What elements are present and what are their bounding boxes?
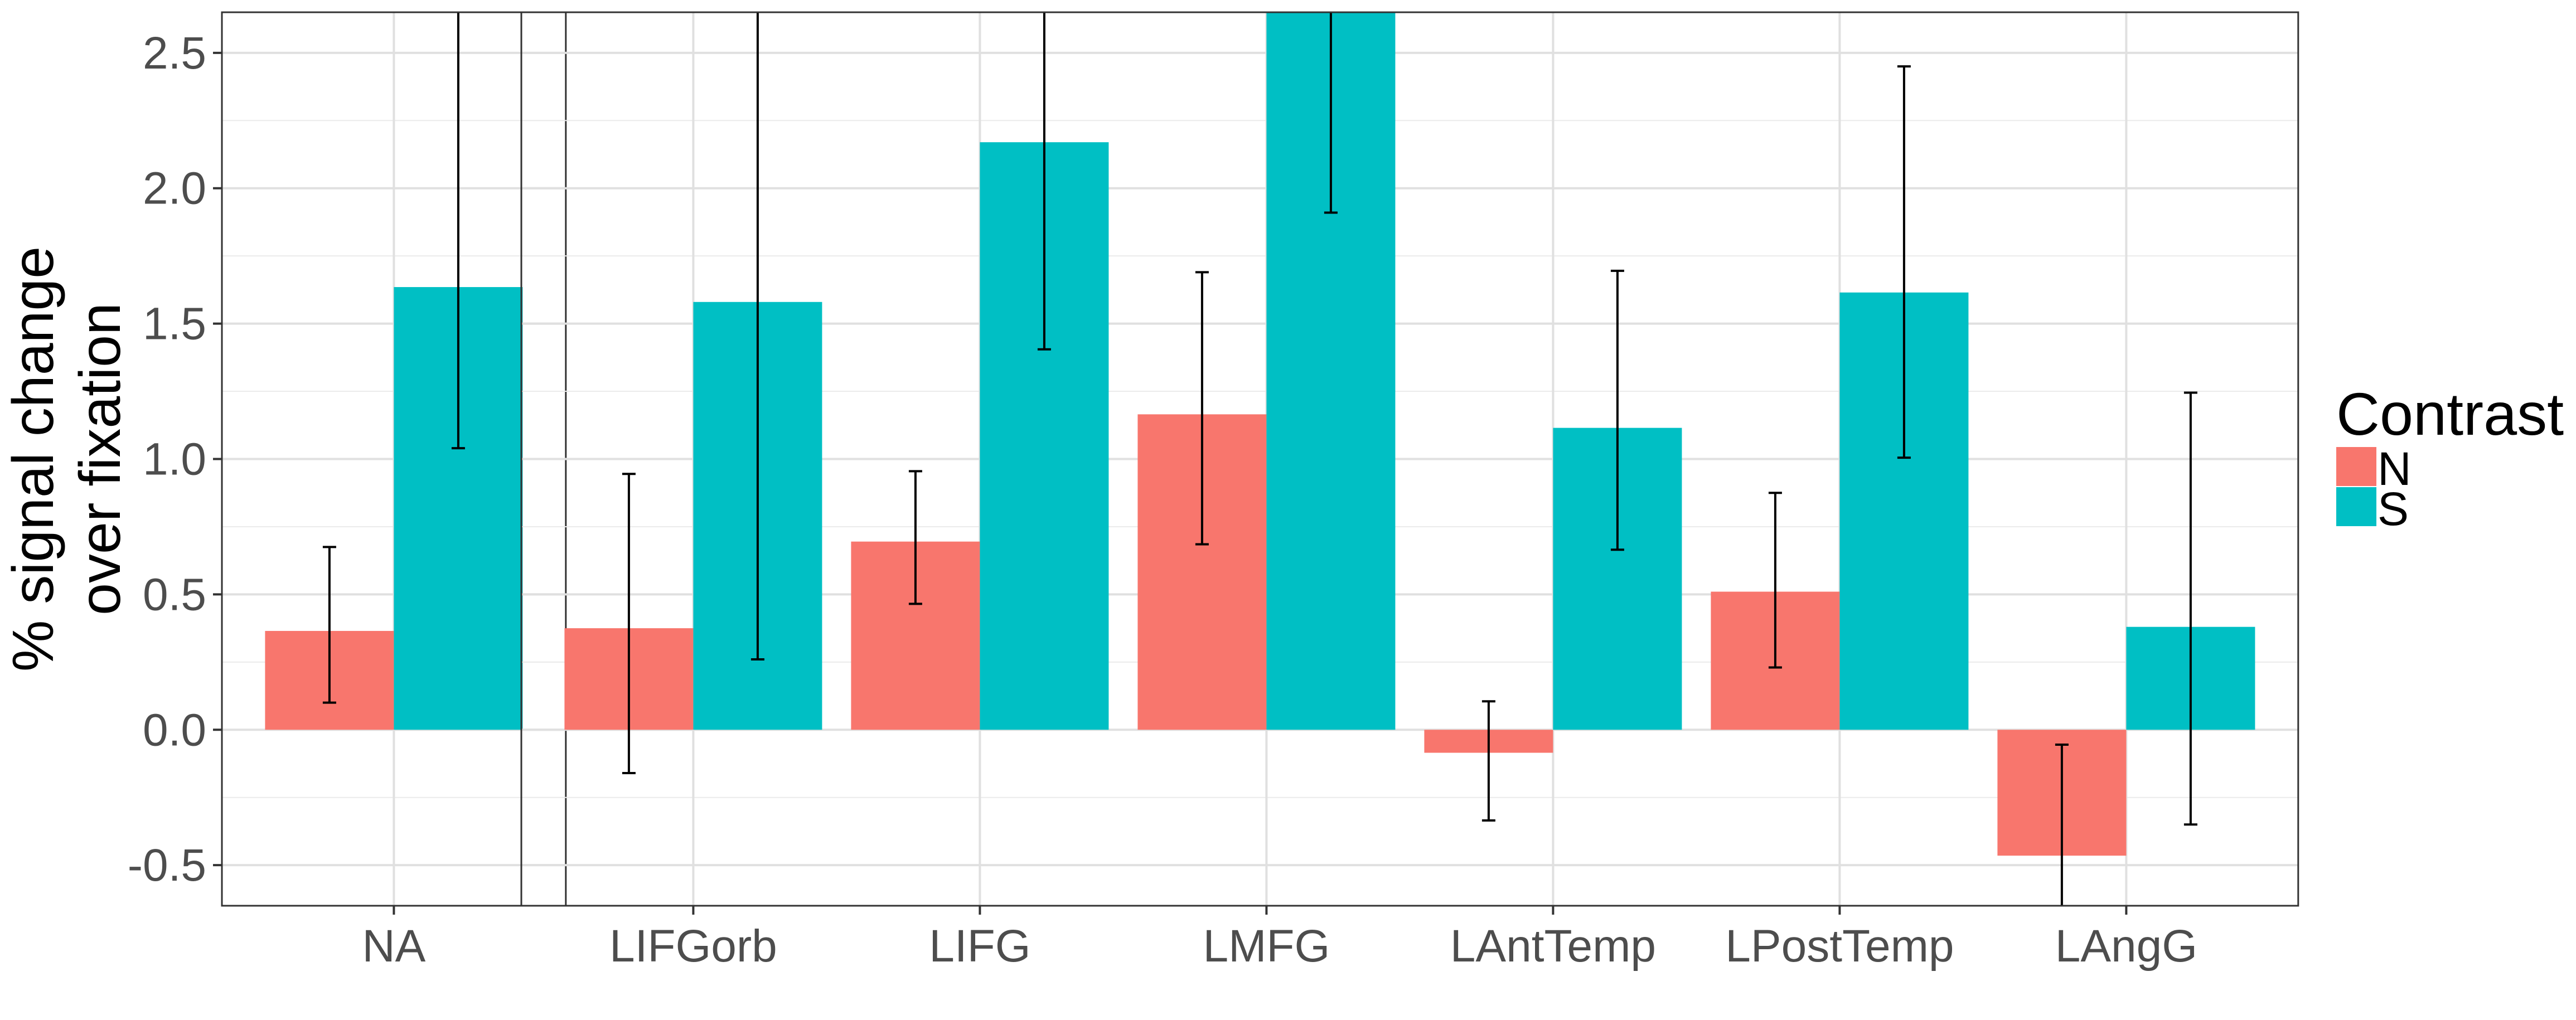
error-bar-s-lposttemp xyxy=(1897,65,1911,459)
x-tick-label: LPostTemp xyxy=(1725,921,1954,972)
error-bar-s-langg xyxy=(2183,391,2197,826)
y-tick-label: 1.0 xyxy=(143,434,206,485)
y-axis: -0.5 0.0 0.5 1.0 1.5 2.0 2.5 xyxy=(128,28,222,891)
panel-border xyxy=(520,11,2299,907)
y-axis-title-line-2: over fixation xyxy=(68,303,133,615)
panel-2: LIFGorb LIFG LMFG LAntTemp LPostTemp LAngG xyxy=(520,11,2299,972)
x-tick-label: LAngG xyxy=(2055,921,2197,972)
error-bar-n-na xyxy=(322,546,336,704)
x-tick-label: LIFG xyxy=(929,921,1030,972)
error-bar-s-lanttemp xyxy=(1610,269,1624,551)
panel-content xyxy=(265,12,523,730)
panel-1: NA xyxy=(221,11,567,972)
y-tick-label: -0.5 xyxy=(128,840,206,891)
legend-key-s xyxy=(2336,487,2376,526)
error-bar-s-lifg xyxy=(1037,12,1051,351)
y-tick-label: 2.5 xyxy=(143,28,206,79)
x-tick-label: LMFG xyxy=(1203,921,1330,972)
panel-content xyxy=(564,12,2255,906)
legend-label-s: S xyxy=(2378,483,2409,535)
y-axis-title-line-1: % signal change xyxy=(1,246,66,672)
error-bar-s-lmfg xyxy=(1324,12,1338,214)
error-bar-n-lifgorb xyxy=(622,473,636,774)
error-bar-n-lposttemp xyxy=(1768,492,1782,669)
legend-title: Contrast xyxy=(2336,380,2564,448)
error-bar-n-langg xyxy=(2055,743,2069,906)
legend-key-n xyxy=(2336,447,2376,486)
y-tick-label: 2.0 xyxy=(143,163,206,214)
y-tick-label: 0.5 xyxy=(143,569,206,620)
y-tick-label: 0.0 xyxy=(143,705,206,755)
error-bar-s-lifgorb xyxy=(750,12,764,660)
error-bar-s-na xyxy=(451,12,465,450)
error-bar-n-lanttemp xyxy=(1481,700,1495,822)
chart-panels: NA LIFGorb LIFG LMFG LAntTemp LPostTemp LAngG xyxy=(221,11,2299,972)
error-bar-n-lifg xyxy=(908,470,922,605)
legend-label-n: N xyxy=(2378,443,2412,495)
x-tick-label: NA xyxy=(362,921,425,972)
x-tick-label: LAntTemp xyxy=(1450,921,1656,972)
y-axis-title: % signal change over fixation xyxy=(1,246,133,672)
y-tick-label: 1.5 xyxy=(143,299,206,349)
error-bar-n-lmfg xyxy=(1195,271,1209,546)
x-tick-label: LIFGorb xyxy=(609,921,777,972)
